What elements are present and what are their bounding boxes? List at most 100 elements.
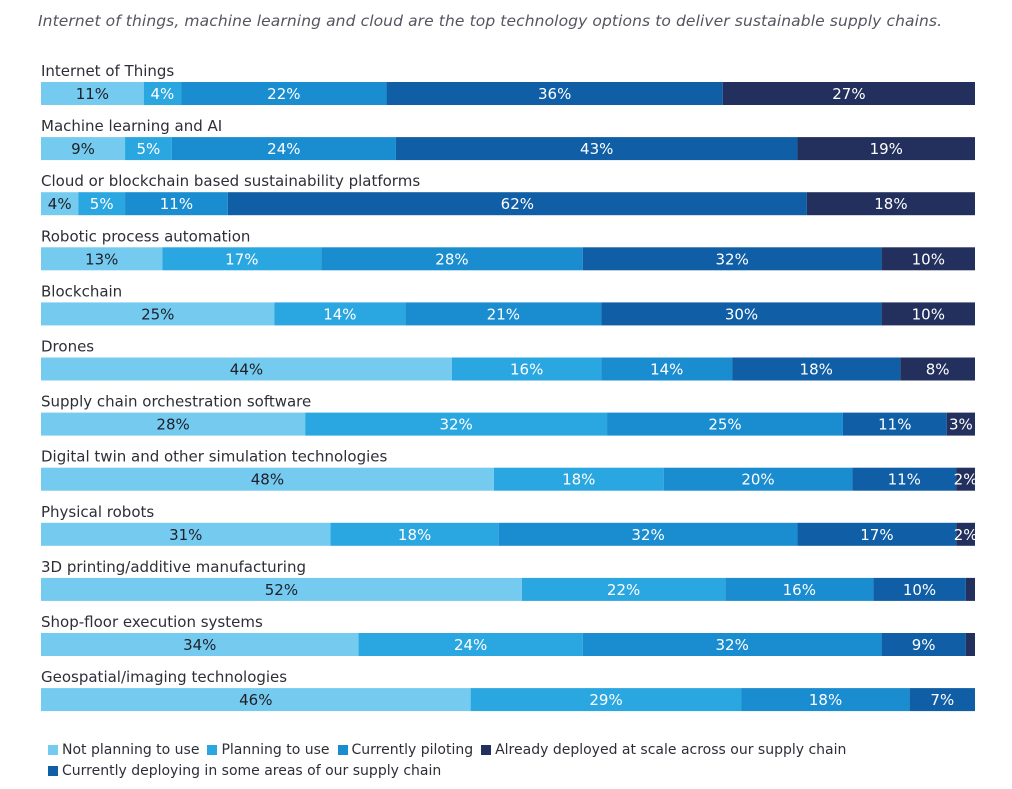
bar-drones-currently-piloting — [601, 357, 733, 381]
category-label-shop-floor-execution-systems: Shop-floor execution systems — [41, 613, 263, 631]
legend: Not planning to use Planning to use Curr… — [48, 739, 948, 781]
data-label-blockchain-currently-piloting: 21% — [487, 305, 520, 323]
bar-physical-robots-already-deployed-at-scale-across-our-supply-chain — [956, 522, 975, 546]
data-label-internet-of-things-not-planning-to-use: 11% — [76, 85, 109, 103]
bar-internet-of-things-currently-deploying-in-some-areas-of-our-supply-chain — [386, 82, 723, 105]
data-label-internet-of-things-currently-deploying-in-some-areas-of-our-supply-chain: 36% — [538, 85, 571, 103]
legend-item-deploying-some-areas: Currently deploying in some areas of our… — [48, 763, 441, 779]
data-label-physical-robots-already-deployed-at-scale-across-our-supply-chain: 2% — [954, 526, 978, 544]
data-label-physical-robots-planning-to-use: 18% — [398, 526, 431, 544]
bar-shop-floor-execution-systems-not-planning-to-use — [41, 633, 359, 656]
legend-swatch-piloting — [337, 744, 348, 755]
category-label-3d-printing-additive-manufacturing: 3D printing/additive manufacturing — [41, 558, 306, 576]
chart-title: Internet of things, machine learning and… — [38, 12, 943, 30]
data-label-blockchain-planning-to-use: 14% — [323, 305, 356, 323]
data-label-drones-currently-deploying-in-some-areas-of-our-supply-chain: 18% — [800, 361, 833, 379]
category-label-cloud-or-blockchain-based-sustainability-platforms: Cloud or blockchain based sustainability… — [41, 172, 420, 190]
legend-item-piloting: Currently piloting — [337, 742, 473, 758]
bar-geospatial-imaging-technologies-currently-piloting — [741, 688, 910, 712]
data-label-blockchain-not-planning-to-use: 25% — [141, 305, 174, 323]
bar-3d-printing-additive-manufacturing-already-deployed-at-scale-across-our-supply-chain — [965, 577, 975, 601]
category-label-supply-chain-orchestration-software: Supply chain orchestration software — [41, 393, 311, 411]
data-label-digital-twin-and-other-simulation-technologies-currently-deploying-in-some-areas-of-our-supply-chain: 11% — [888, 471, 921, 489]
data-label-cloud-or-blockchain-based-sustainability-platforms-not-planning-to-use: 4% — [48, 195, 72, 213]
data-label-cloud-or-blockchain-based-sustainability-platforms-currently-deploying-in-some-areas-of-our-supply-chain: 62% — [501, 195, 534, 213]
bar-blockchain-not-planning-to-use — [41, 302, 275, 326]
data-label-internet-of-things-currently-piloting: 22% — [267, 85, 300, 103]
data-label-robotic-process-automation-not-planning-to-use: 13% — [85, 250, 118, 268]
data-label-supply-chain-orchestration-software-planning-to-use: 32% — [439, 416, 472, 434]
bar-cloud-or-blockchain-based-sustainability-platforms-planning-to-use — [78, 192, 126, 216]
category-label-digital-twin-and-other-simulation-technologies: Digital twin and other simulation techno… — [41, 448, 387, 466]
data-label-digital-twin-and-other-simulation-technologies-planning-to-use: 18% — [562, 471, 595, 489]
data-label-robotic-process-automation-currently-piloting: 28% — [435, 250, 468, 268]
data-label-physical-robots-not-planning-to-use: 31% — [169, 526, 202, 544]
data-label-machine-learning-and-ai-currently-piloting: 24% — [267, 140, 300, 158]
bar-internet-of-things-planning-to-use — [143, 82, 182, 105]
data-label-digital-twin-and-other-simulation-technologies-currently-piloting: 20% — [741, 471, 774, 489]
data-label-shop-floor-execution-systems-planning-to-use: 24% — [454, 636, 487, 654]
data-label-3d-printing-additive-manufacturing-currently-deploying-in-some-areas-of-our-supply-chain: 10% — [903, 581, 936, 599]
stacked-bar-chart: Internet of Things 11% 4% 22% 36% 27% Machine … — [41, 62, 978, 712]
data-label-geospatial-imaging-technologies-currently-piloting: 18% — [809, 691, 842, 709]
data-label-drones-planning-to-use: 16% — [510, 361, 543, 379]
bar-supply-chain-orchestration-software-currently-deploying-in-some-areas-of-our-supply-chain — [842, 412, 947, 436]
legend-label-not-planning: Not planning to use — [62, 741, 200, 758]
data-label-physical-robots-currently-piloting: 32% — [631, 526, 664, 544]
bar-3d-printing-additive-manufacturing-not-planning-to-use — [41, 577, 522, 601]
bar-geospatial-imaging-technologies-planning-to-use — [470, 688, 742, 712]
data-label-3d-printing-additive-manufacturing-currently-piloting: 16% — [783, 581, 816, 599]
data-label-geospatial-imaging-technologies-not-planning-to-use: 46% — [239, 691, 272, 709]
category-label-geospatial-imaging-technologies: Geospatial/imaging technologies — [41, 668, 287, 686]
data-label-robotic-process-automation-planning-to-use: 17% — [225, 250, 258, 268]
data-label-supply-chain-orchestration-software-currently-piloting: 25% — [708, 416, 741, 434]
data-label-3d-printing-additive-manufacturing-planning-to-use: 22% — [607, 581, 640, 599]
bar-digital-twin-and-other-simulation-technologies-planning-to-use — [493, 467, 664, 491]
bar-digital-twin-and-other-simulation-technologies-currently-deploying-in-some-areas-of-our-supply-chain — [852, 467, 957, 491]
bar-digital-twin-and-other-simulation-technologies-not-planning-to-use — [41, 467, 494, 491]
bar-shop-floor-execution-systems-currently-piloting — [582, 633, 882, 656]
data-label-cloud-or-blockchain-based-sustainability-platforms-currently-piloting: 11% — [160, 195, 193, 213]
bar-3d-printing-additive-manufacturing-currently-piloting — [725, 577, 874, 601]
bar-supply-chain-orchestration-software-planning-to-use — [305, 412, 608, 436]
bar-physical-robots-currently-piloting — [498, 522, 798, 546]
bar-blockchain-currently-deploying-in-some-areas-of-our-supply-chain — [601, 302, 882, 326]
data-label-machine-learning-and-ai-planning-to-use: 5% — [137, 140, 161, 158]
legend-item-not-planning: Not planning to use — [48, 742, 199, 758]
data-label-robotic-process-automation-currently-deploying-in-some-areas-of-our-supply-chain: 32% — [715, 250, 748, 268]
legend-label-planning: Planning to use — [221, 741, 330, 758]
bar-blockchain-already-deployed-at-scale-across-our-supply-chain — [881, 302, 975, 326]
legend-item-deployed-at-scale: Already deployed at scale across our sup… — [481, 742, 846, 758]
data-label-shop-floor-execution-systems-currently-piloting: 32% — [715, 636, 748, 654]
bar-drones-planning-to-use — [451, 357, 602, 381]
bar-3d-printing-additive-manufacturing-currently-deploying-in-some-areas-of-our-supply-chain — [873, 577, 966, 601]
bar-physical-robots-planning-to-use — [330, 522, 499, 546]
bar-supply-chain-orchestration-software-currently-piloting — [607, 412, 843, 436]
category-label-blockchain: Blockchain — [41, 282, 122, 300]
bar-shop-floor-execution-systems-planning-to-use — [358, 633, 583, 656]
bar-internet-of-things-not-planning-to-use — [41, 82, 144, 105]
bar-supply-chain-orchestration-software-already-deployed-at-scale-across-our-supply-chain — [946, 412, 975, 436]
bar-cloud-or-blockchain-based-sustainability-platforms-currently-piloting — [125, 192, 228, 216]
bar-machine-learning-and-ai-currently-deploying-in-some-areas-of-our-supply-chain — [395, 137, 798, 161]
data-label-supply-chain-orchestration-software-not-planning-to-use: 28% — [156, 416, 189, 434]
bar-drones-already-deployed-at-scale-across-our-supply-chain — [900, 357, 975, 381]
bar-machine-learning-and-ai-currently-piloting — [171, 137, 396, 161]
data-label-supply-chain-orchestration-software-currently-deploying-in-some-areas-of-our-supply-chain: 11% — [878, 416, 911, 434]
data-label-geospatial-imaging-technologies-planning-to-use: 29% — [589, 691, 622, 709]
category-label-internet-of-things: Internet of Things — [41, 62, 174, 80]
data-label-shop-floor-execution-systems-currently-deploying-in-some-areas-of-our-supply-chain: 9% — [912, 636, 936, 654]
data-label-cloud-or-blockchain-based-sustainability-platforms-planning-to-use: 5% — [90, 195, 114, 213]
bar-blockchain-planning-to-use — [274, 302, 406, 326]
legend-swatch-deploying-some-areas — [48, 765, 58, 776]
legend-swatch-not-planning — [48, 744, 58, 755]
bar-cloud-or-blockchain-based-sustainability-platforms-not-planning-to-use — [41, 192, 79, 216]
bar-physical-robots-currently-deploying-in-some-areas-of-our-supply-chain — [797, 522, 957, 546]
data-label-physical-robots-currently-deploying-in-some-areas-of-our-supply-chain: 17% — [860, 526, 893, 544]
data-label-digital-twin-and-other-simulation-technologies-already-deployed-at-scale-across-our-supply-chain: 2% — [954, 471, 978, 489]
bar-machine-learning-and-ai-already-deployed-at-scale-across-our-supply-chain — [797, 137, 975, 161]
bar-robotic-process-automation-currently-piloting — [321, 247, 583, 271]
bar-cloud-or-blockchain-based-sustainability-platforms-currently-deploying-in-some-areas-of-our-supply-chain — [227, 192, 807, 216]
category-label-physical-robots: Physical robots — [41, 503, 154, 521]
bar-supply-chain-orchestration-software-not-planning-to-use — [41, 412, 306, 436]
